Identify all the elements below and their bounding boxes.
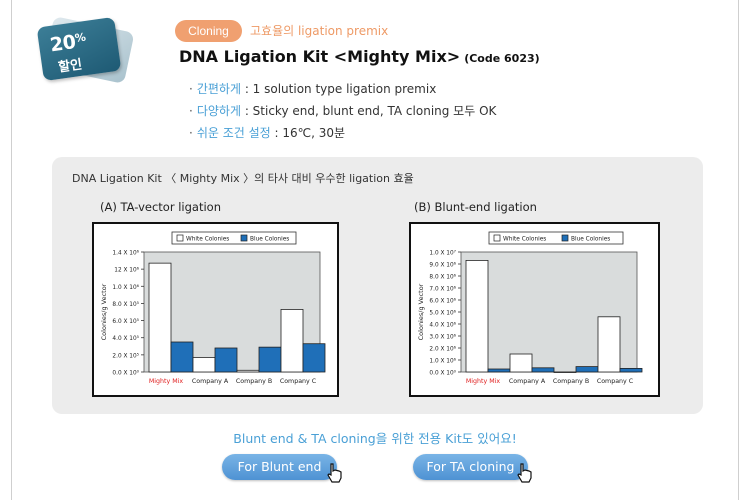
legend-box	[488, 231, 624, 245]
x-tick-label: Company B	[553, 378, 589, 385]
y-tick-label: 7.0 X 10⁶	[429, 286, 456, 293]
chart-b-box: 0.0 X 10⁰ 1.0 X 10⁶ 2.0 X 10⁶ 3.0 X 10⁶ 4.0 …	[409, 222, 660, 397]
chart-a-box: 0.0 X 10⁰ 2.0 X 10⁵ 4.0 X 10⁵ 6.0 X 10⁵ 8.0 …	[92, 222, 339, 397]
legend-swatch	[240, 234, 248, 242]
chart-b-title: (B) Blunt-end ligation	[414, 200, 537, 214]
bar	[302, 343, 326, 373]
legend-swatch	[176, 234, 184, 242]
hand-cursor-icon	[517, 463, 532, 483]
y-tick-label: 4.0 X 10⁵	[112, 335, 139, 342]
chart-a-title: (A) TA-vector ligation	[100, 200, 221, 214]
bar	[280, 309, 304, 373]
chart-a-plot: 0.0 X 10⁰ 2.0 X 10⁵ 4.0 X 10⁵ 6.0 X 10⁵ 8.0 …	[100, 231, 326, 385]
chart-b-plot: 0.0 X 10⁰ 1.0 X 10⁶ 2.0 X 10⁶ 3.0 X 10⁶ 4.0 …	[417, 231, 643, 385]
y-tick-label: 6.0 X 10⁶	[429, 298, 456, 305]
legend-box	[171, 231, 297, 245]
promo-text: Blunt end & TA cloning을 위한 전용 Kit도 있어요!	[233, 431, 517, 446]
for-ta-cloning-button[interactable]: For TA cloning	[413, 454, 528, 480]
category-pill: Cloning	[175, 20, 242, 42]
for-blunt-end-button[interactable]: For Blunt end	[222, 454, 337, 480]
bullet-icon: ·	[189, 104, 193, 118]
product-code: (Code 6023)	[464, 52, 540, 65]
x-tick-label: Company C	[280, 378, 317, 385]
page-frame	[11, 0, 739, 500]
bar	[531, 367, 555, 373]
product-name: DNA Ligation Kit <Mighty Mix>	[179, 47, 461, 66]
legend-swatch	[493, 234, 501, 242]
bar	[214, 347, 238, 373]
product-title: DNA Ligation Kit <Mighty Mix> (Code 6023)	[179, 47, 540, 66]
y-tick-label: 2.0 X 10⁶	[429, 346, 456, 353]
badge-label: 할인	[57, 57, 84, 76]
panel-title: DNA Ligation Kit 〈 Mighty Mix 〉의 타사 대비 우…	[72, 172, 414, 185]
bar	[619, 367, 643, 373]
feature-text: : 16℃, 30분	[270, 126, 346, 140]
y-tick-label: 5.0 X 10⁶	[429, 310, 456, 317]
x-tick-label: Mighty Mix	[466, 378, 501, 385]
y-tick-label: 1.0 X 10⁷	[429, 250, 456, 257]
bar	[148, 262, 172, 373]
y-tick-label: 8.0 X 10⁵	[112, 301, 139, 308]
feature-item: · 쉬운 조건 설정 : 16℃, 30분	[189, 122, 496, 144]
y-tick-label: 9.0 X 10⁶	[429, 262, 456, 269]
y-tick-label: 1.0 X 10⁶	[429, 358, 456, 365]
discount-badge: 20% 할인	[34, 16, 135, 84]
y-tick-label: 1.4 X 10⁶	[112, 250, 139, 257]
y-tick-label: 8.0 X 10⁶	[429, 274, 456, 281]
feature-key: 간편하게	[196, 82, 241, 96]
bar	[465, 260, 489, 373]
bar	[258, 346, 282, 373]
bar	[487, 368, 511, 373]
x-tick-label: Company B	[236, 378, 272, 385]
y-tick-label: 12 X 10⁶	[114, 267, 139, 274]
legend-label: White Colonies	[186, 237, 229, 243]
legend-label: Blue Colonies	[250, 237, 289, 243]
legend-swatch	[561, 234, 569, 242]
bar	[575, 366, 599, 373]
y-axis-label: Colonies/g Vector	[100, 283, 108, 340]
x-tick-label: Company C	[597, 378, 634, 385]
legend-label: White Colonies	[503, 237, 546, 243]
bullet-icon: ·	[189, 126, 193, 140]
chart-legend: White Colonies Blue Colonies	[171, 231, 297, 245]
y-axis-label: Colonies/g Vector	[417, 283, 425, 340]
x-tick-label: Company A	[509, 378, 546, 385]
bar	[597, 316, 621, 373]
feature-item: · 간편하게 : 1 solution type ligation premix	[189, 78, 496, 100]
bar	[192, 357, 216, 373]
y-tick-label: 6.0 X 10⁵	[112, 318, 139, 325]
feature-item: · 다양하게 : Sticky end, blunt end, TA clonin…	[189, 100, 496, 122]
y-tick-label: 4.0 X 10⁶	[429, 322, 456, 329]
y-tick-label: 0.0 X 10⁰	[429, 370, 456, 377]
feature-text: : Sticky end, blunt end, TA cloning 모두 O…	[241, 104, 497, 118]
legend-label: Blue Colonies	[571, 237, 610, 243]
y-tick-label: 0.0 X 10⁰	[112, 370, 139, 377]
x-tick-label: Mighty Mix	[149, 378, 184, 385]
x-tick-label: Company A	[192, 378, 229, 385]
bar	[509, 353, 533, 373]
category-subtitle: 고효율의 ligation premix	[250, 24, 389, 38]
y-tick-label: 2.0 X 10⁵	[112, 352, 139, 359]
hand-cursor-icon	[327, 463, 342, 483]
feature-text: : 1 solution type ligation premix	[241, 82, 437, 96]
chart-legend: White Colonies Blue Colonies	[488, 231, 624, 245]
bullet-icon: ·	[189, 82, 193, 96]
feature-list: · 간편하게 : 1 solution type ligation premix …	[189, 78, 496, 144]
y-tick-label: 1.0 X 10⁶	[112, 284, 139, 291]
bar	[236, 369, 260, 373]
bar	[553, 371, 577, 373]
feature-key: 다양하게	[196, 104, 241, 118]
y-tick-label: 3.0 X 10⁶	[429, 334, 456, 341]
feature-key: 쉬운 조건 설정	[196, 126, 271, 140]
bar	[170, 341, 194, 373]
comparison-panel: DNA Ligation Kit 〈 Mighty Mix 〉의 타사 대비 우…	[52, 157, 703, 414]
